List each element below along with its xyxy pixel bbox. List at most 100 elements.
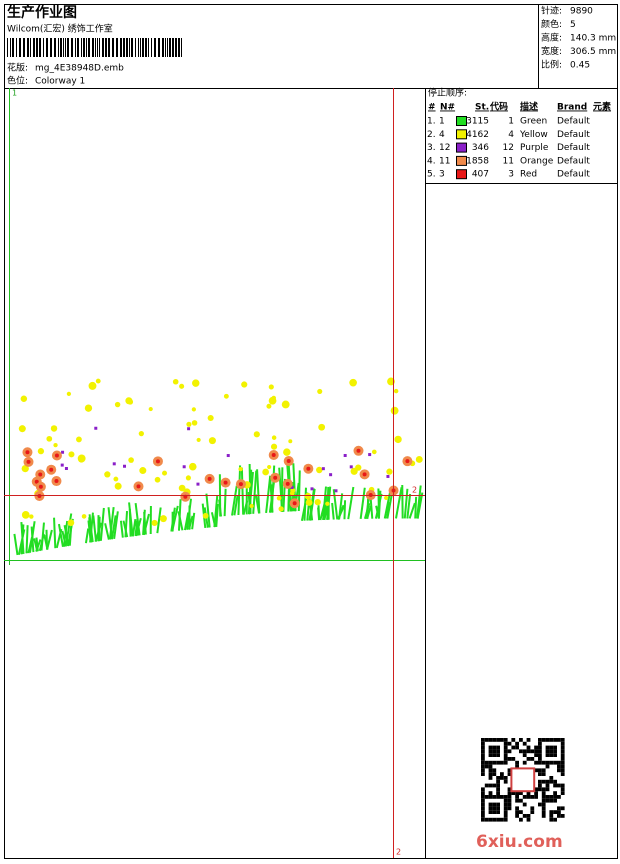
- qr-module: [481, 799, 485, 803]
- qr-module: [542, 795, 546, 799]
- qr-module: [542, 761, 546, 765]
- qr-module: [561, 765, 565, 769]
- flower-center: [239, 482, 243, 486]
- bar: [158, 38, 160, 57]
- grass: [415, 497, 416, 519]
- yellow-bud: [197, 438, 201, 442]
- stat-value: 140.3 mm: [570, 34, 616, 44]
- qr-module: [511, 746, 515, 750]
- brand: Default: [557, 170, 590, 180]
- colorway-label: 色位:: [7, 75, 28, 87]
- qr-module: [515, 795, 519, 799]
- yellow-bud: [416, 456, 423, 463]
- yellow-bud: [149, 407, 153, 411]
- description: Orange: [520, 156, 554, 166]
- bar: [10, 38, 11, 57]
- qr-module: [542, 810, 546, 814]
- qr-module: [515, 742, 519, 746]
- qr-module: [542, 803, 546, 807]
- qr-module: [500, 738, 504, 742]
- design-label: 花版:: [7, 62, 28, 74]
- qr-module: [561, 768, 565, 772]
- qr-module: [538, 738, 542, 742]
- qr-module: [534, 753, 538, 757]
- bar: [54, 38, 56, 57]
- qr-module: [492, 749, 496, 753]
- qr-module: [481, 772, 485, 776]
- qr-module: [549, 753, 553, 757]
- stat-value: 5: [570, 20, 576, 30]
- bar: [167, 38, 168, 57]
- column-header: 代码: [489, 101, 508, 113]
- qr-module: [496, 761, 500, 765]
- qr-module: [530, 806, 534, 810]
- qr-module: [549, 746, 553, 750]
- qr-module: [500, 772, 504, 776]
- qr-module: [504, 776, 508, 780]
- qr-module: [542, 780, 546, 784]
- bar: [154, 38, 156, 57]
- color-swatch: [457, 117, 467, 126]
- yellow-bud: [318, 424, 325, 431]
- qr-module: [515, 799, 519, 803]
- yellow-bud: [306, 499, 313, 506]
- qr-module: [500, 761, 504, 765]
- qr-module: [530, 810, 534, 814]
- bar: [99, 38, 100, 57]
- yellow-bud: [89, 382, 97, 390]
- yellow-bud: [384, 496, 388, 500]
- yellow-bud: [151, 520, 157, 526]
- qr-module: [557, 806, 561, 810]
- stat-label: 针迹:: [541, 5, 562, 17]
- qr-module: [508, 795, 512, 799]
- row-index: 1.: [427, 117, 436, 127]
- yellow-bud: [173, 379, 179, 385]
- qr-module: [492, 768, 496, 772]
- yellow-bud: [192, 407, 196, 411]
- qr-module: [557, 761, 561, 765]
- qr-module: [500, 795, 504, 799]
- grass: [282, 467, 283, 512]
- qr-module: [481, 768, 485, 772]
- column-header: #: [428, 103, 436, 113]
- purple-dot: [183, 465, 186, 468]
- bar: [92, 38, 94, 57]
- purple-dot: [368, 453, 371, 456]
- stitches: 4162: [466, 130, 489, 140]
- qr-module: [561, 787, 565, 791]
- qr-module: [546, 795, 550, 799]
- qr-module: [489, 784, 493, 788]
- yellow-bud: [53, 443, 57, 447]
- qr-module: [542, 772, 546, 776]
- qr-module: [542, 768, 546, 772]
- bar: [151, 38, 152, 57]
- qr-module: [549, 818, 553, 822]
- row-index: 4.: [427, 156, 436, 166]
- qr-module: [489, 810, 493, 814]
- yellow-bud: [155, 477, 161, 483]
- bar: [36, 38, 38, 57]
- qr-module: [496, 795, 500, 799]
- qr-module: [538, 772, 542, 776]
- yellow-bud: [51, 425, 57, 431]
- code: 11: [503, 156, 514, 166]
- qr-module: [542, 799, 546, 803]
- qr-module: [561, 757, 565, 761]
- qr-module: [542, 738, 546, 742]
- qr-module: [504, 814, 508, 818]
- flower-center: [272, 453, 276, 457]
- qr-module: [492, 803, 496, 807]
- qr-module: [557, 768, 561, 772]
- bar: [142, 38, 144, 57]
- qr-module: [504, 738, 508, 742]
- barcode: [7, 38, 182, 57]
- grass: [332, 503, 334, 520]
- yellow-bud: [283, 448, 290, 455]
- grass: [305, 488, 306, 521]
- grass: [225, 489, 226, 516]
- bar: [12, 38, 14, 57]
- qr-module: [530, 749, 534, 753]
- qr-module: [496, 780, 500, 784]
- qr-logo: [511, 768, 534, 791]
- qr-module: [546, 753, 550, 757]
